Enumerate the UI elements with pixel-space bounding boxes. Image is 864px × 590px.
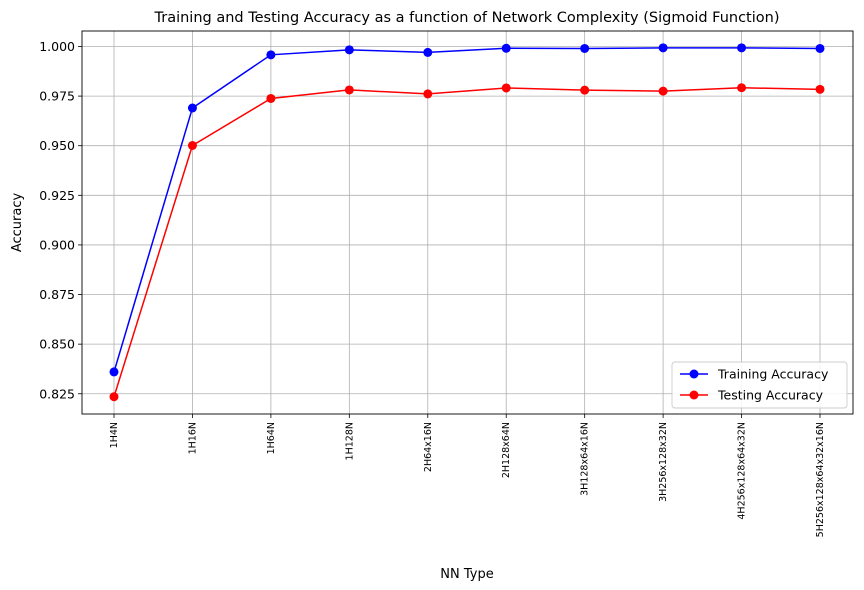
plot-series xyxy=(109,43,825,402)
series-line-training xyxy=(113,47,821,373)
y-tick-label: 0.950 xyxy=(39,138,75,153)
y-tick-label: 0.850 xyxy=(39,337,75,352)
testing-point xyxy=(344,85,354,95)
legend-label-testing: Testing Accuracy xyxy=(717,388,824,403)
testing-point xyxy=(109,392,119,402)
x-tick-label: 1H64N xyxy=(266,422,277,454)
training-point xyxy=(580,43,590,53)
y-tick-label: 1.000 xyxy=(39,39,75,54)
legend-label-training: Training Accuracy xyxy=(717,367,829,382)
x-tick-label: 5H256x128x64x32x16N xyxy=(815,422,826,537)
training-point xyxy=(658,43,668,53)
x-tick-label: 2H64x16N xyxy=(423,422,434,472)
testing-point xyxy=(266,93,276,103)
legend-box xyxy=(671,361,848,409)
x-tick-label: 3H256x128x32N xyxy=(658,422,669,502)
testing-point xyxy=(580,85,590,95)
training-point xyxy=(501,43,511,53)
y-tick-label: 0.900 xyxy=(39,237,75,252)
testing-point xyxy=(658,86,668,96)
x-tick-label: 4H256x128x64x32N xyxy=(737,422,748,520)
y-tick-label: 0.975 xyxy=(39,89,75,104)
testing-point xyxy=(737,83,747,93)
training-point xyxy=(109,367,119,377)
x-tick-label: 3H128x64x16N xyxy=(580,422,591,496)
grid-lines xyxy=(82,31,853,414)
chart-title: Training and Testing Accuracy as a funct… xyxy=(154,10,780,26)
x-tick-label: 2H128x64N xyxy=(501,422,512,478)
training-point xyxy=(266,50,276,60)
legend-marker-testing xyxy=(689,390,699,400)
training-point xyxy=(344,45,354,55)
y-axis: 0.825 0.850 0.875 0.900 0.925 0.950 0.975 1.000 xyxy=(39,39,82,401)
series-line-testing xyxy=(113,87,821,397)
x-tick-label: 1H4N xyxy=(109,422,120,448)
training-point xyxy=(737,43,747,53)
x-axis: 1H4N 1H16N 1H64N 1H128N 2H64x16N 2H128x64N 3H1… xyxy=(109,414,826,537)
plot-frame xyxy=(81,30,854,415)
y-axis-label: Accuracy xyxy=(10,193,25,253)
training-point xyxy=(815,43,825,53)
legend: Training Accuracy Testing Accuracy xyxy=(671,361,848,409)
y-tick-label: 0.925 xyxy=(39,188,75,203)
training-point xyxy=(423,47,433,57)
testing-point xyxy=(501,83,511,93)
legend-marker-training xyxy=(689,369,699,379)
testing-point xyxy=(187,141,197,151)
y-tick-label: 0.825 xyxy=(39,386,75,401)
testing-point xyxy=(423,89,433,99)
training-point xyxy=(187,103,197,113)
y-tick-label: 0.875 xyxy=(39,287,75,302)
x-axis-label: NN Type xyxy=(440,567,493,582)
x-tick-label: 1H128N xyxy=(344,422,355,460)
testing-point xyxy=(815,84,825,94)
x-tick-label: 1H16N xyxy=(187,422,198,454)
